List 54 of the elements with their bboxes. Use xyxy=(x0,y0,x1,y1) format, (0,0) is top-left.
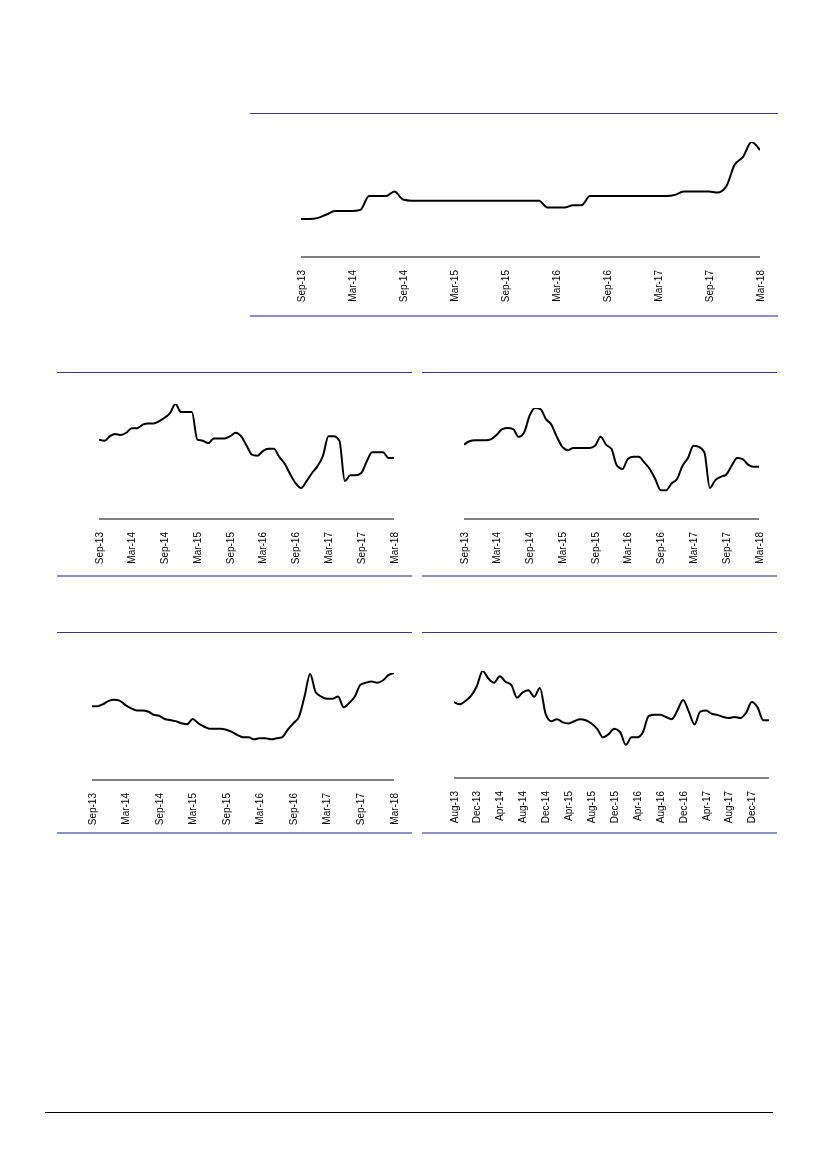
x-tick-label: Mar-14 xyxy=(126,531,138,564)
x-tick-label: Sep-17 xyxy=(354,792,366,826)
x-tick-label: Mar-18 xyxy=(754,269,766,302)
x-tick-label: Mar-16 xyxy=(254,792,266,825)
x-tick-label: Sep-17 xyxy=(703,269,715,303)
x-tick-label: Mar-18 xyxy=(388,531,400,564)
x-tick-label: Mar-18 xyxy=(388,792,400,825)
x-tick-label: Sep-14 xyxy=(159,531,171,565)
x-tick-label: Aug-15 xyxy=(585,790,597,824)
x-tick-label: Sep-16 xyxy=(655,531,667,565)
x-tick-label: Sep-15 xyxy=(224,531,236,565)
x-tick-label: Dec-15 xyxy=(608,790,620,824)
x-tick-label: Apr-17 xyxy=(700,790,712,822)
x-tick-label: Sep-13 xyxy=(458,531,470,565)
x-tick-label: Mar-16 xyxy=(622,531,634,564)
x-tick-label: Sep-15 xyxy=(589,531,601,565)
x-tick-label: Sep-14 xyxy=(397,269,409,303)
x-tick-label: Mar-17 xyxy=(322,531,334,564)
x-tick-label: Sep-13 xyxy=(295,269,307,303)
x-tick-label: Mar-16 xyxy=(550,269,562,302)
x-tick-label: Mar-18 xyxy=(753,531,765,564)
x-tick-label: Dec-16 xyxy=(677,790,689,824)
x-tick-label: Mar-17 xyxy=(321,792,333,825)
x-tick-label: Apr-15 xyxy=(563,790,575,822)
x-tick-label: Sep-13 xyxy=(86,792,98,826)
x-tick-label: Dec-17 xyxy=(746,790,758,824)
x-tick-label: Sep-14 xyxy=(153,792,165,826)
x-tick-label: Aug-13 xyxy=(448,790,460,824)
x-tick-label: Sep-17 xyxy=(355,531,367,565)
x-tick-label: Mar-15 xyxy=(187,792,199,825)
x-tick-label: Sep-16 xyxy=(290,531,302,565)
x-tick-label: Dec-13 xyxy=(471,790,483,824)
x-tick-label: Mar-14 xyxy=(346,269,358,302)
x-tick-label: Dec-14 xyxy=(540,790,552,824)
x-tick-label: Sep-13 xyxy=(93,531,105,565)
x-tick-label: Mar-14 xyxy=(120,792,132,825)
x-tick-label: Sep-15 xyxy=(499,269,511,303)
x-tick-label: Sep-16 xyxy=(601,269,613,303)
x-tick-label: Mar-14 xyxy=(491,531,503,564)
x-tick-label: Sep-17 xyxy=(720,531,732,565)
x-tick-label: Mar-16 xyxy=(257,531,269,564)
x-tick-label: Aug-14 xyxy=(517,790,529,824)
x-tick-label: Aug-17 xyxy=(723,790,735,824)
x-tick-label: Mar-17 xyxy=(652,269,664,302)
x-tick-label: Mar-15 xyxy=(448,269,460,302)
x-tick-label: Mar-15 xyxy=(191,531,203,564)
x-tick-label: Sep-14 xyxy=(524,531,536,565)
x-tick-label: Apr-14 xyxy=(494,790,506,822)
x-tick-label: Sep-16 xyxy=(287,792,299,826)
x-tick-label: Mar-17 xyxy=(687,531,699,564)
x-tick-label: Mar-15 xyxy=(556,531,568,564)
x-tick-label: Sep-15 xyxy=(220,792,232,826)
x-tick-label: Apr-16 xyxy=(631,790,643,822)
x-tick-label: Aug-16 xyxy=(654,790,666,824)
